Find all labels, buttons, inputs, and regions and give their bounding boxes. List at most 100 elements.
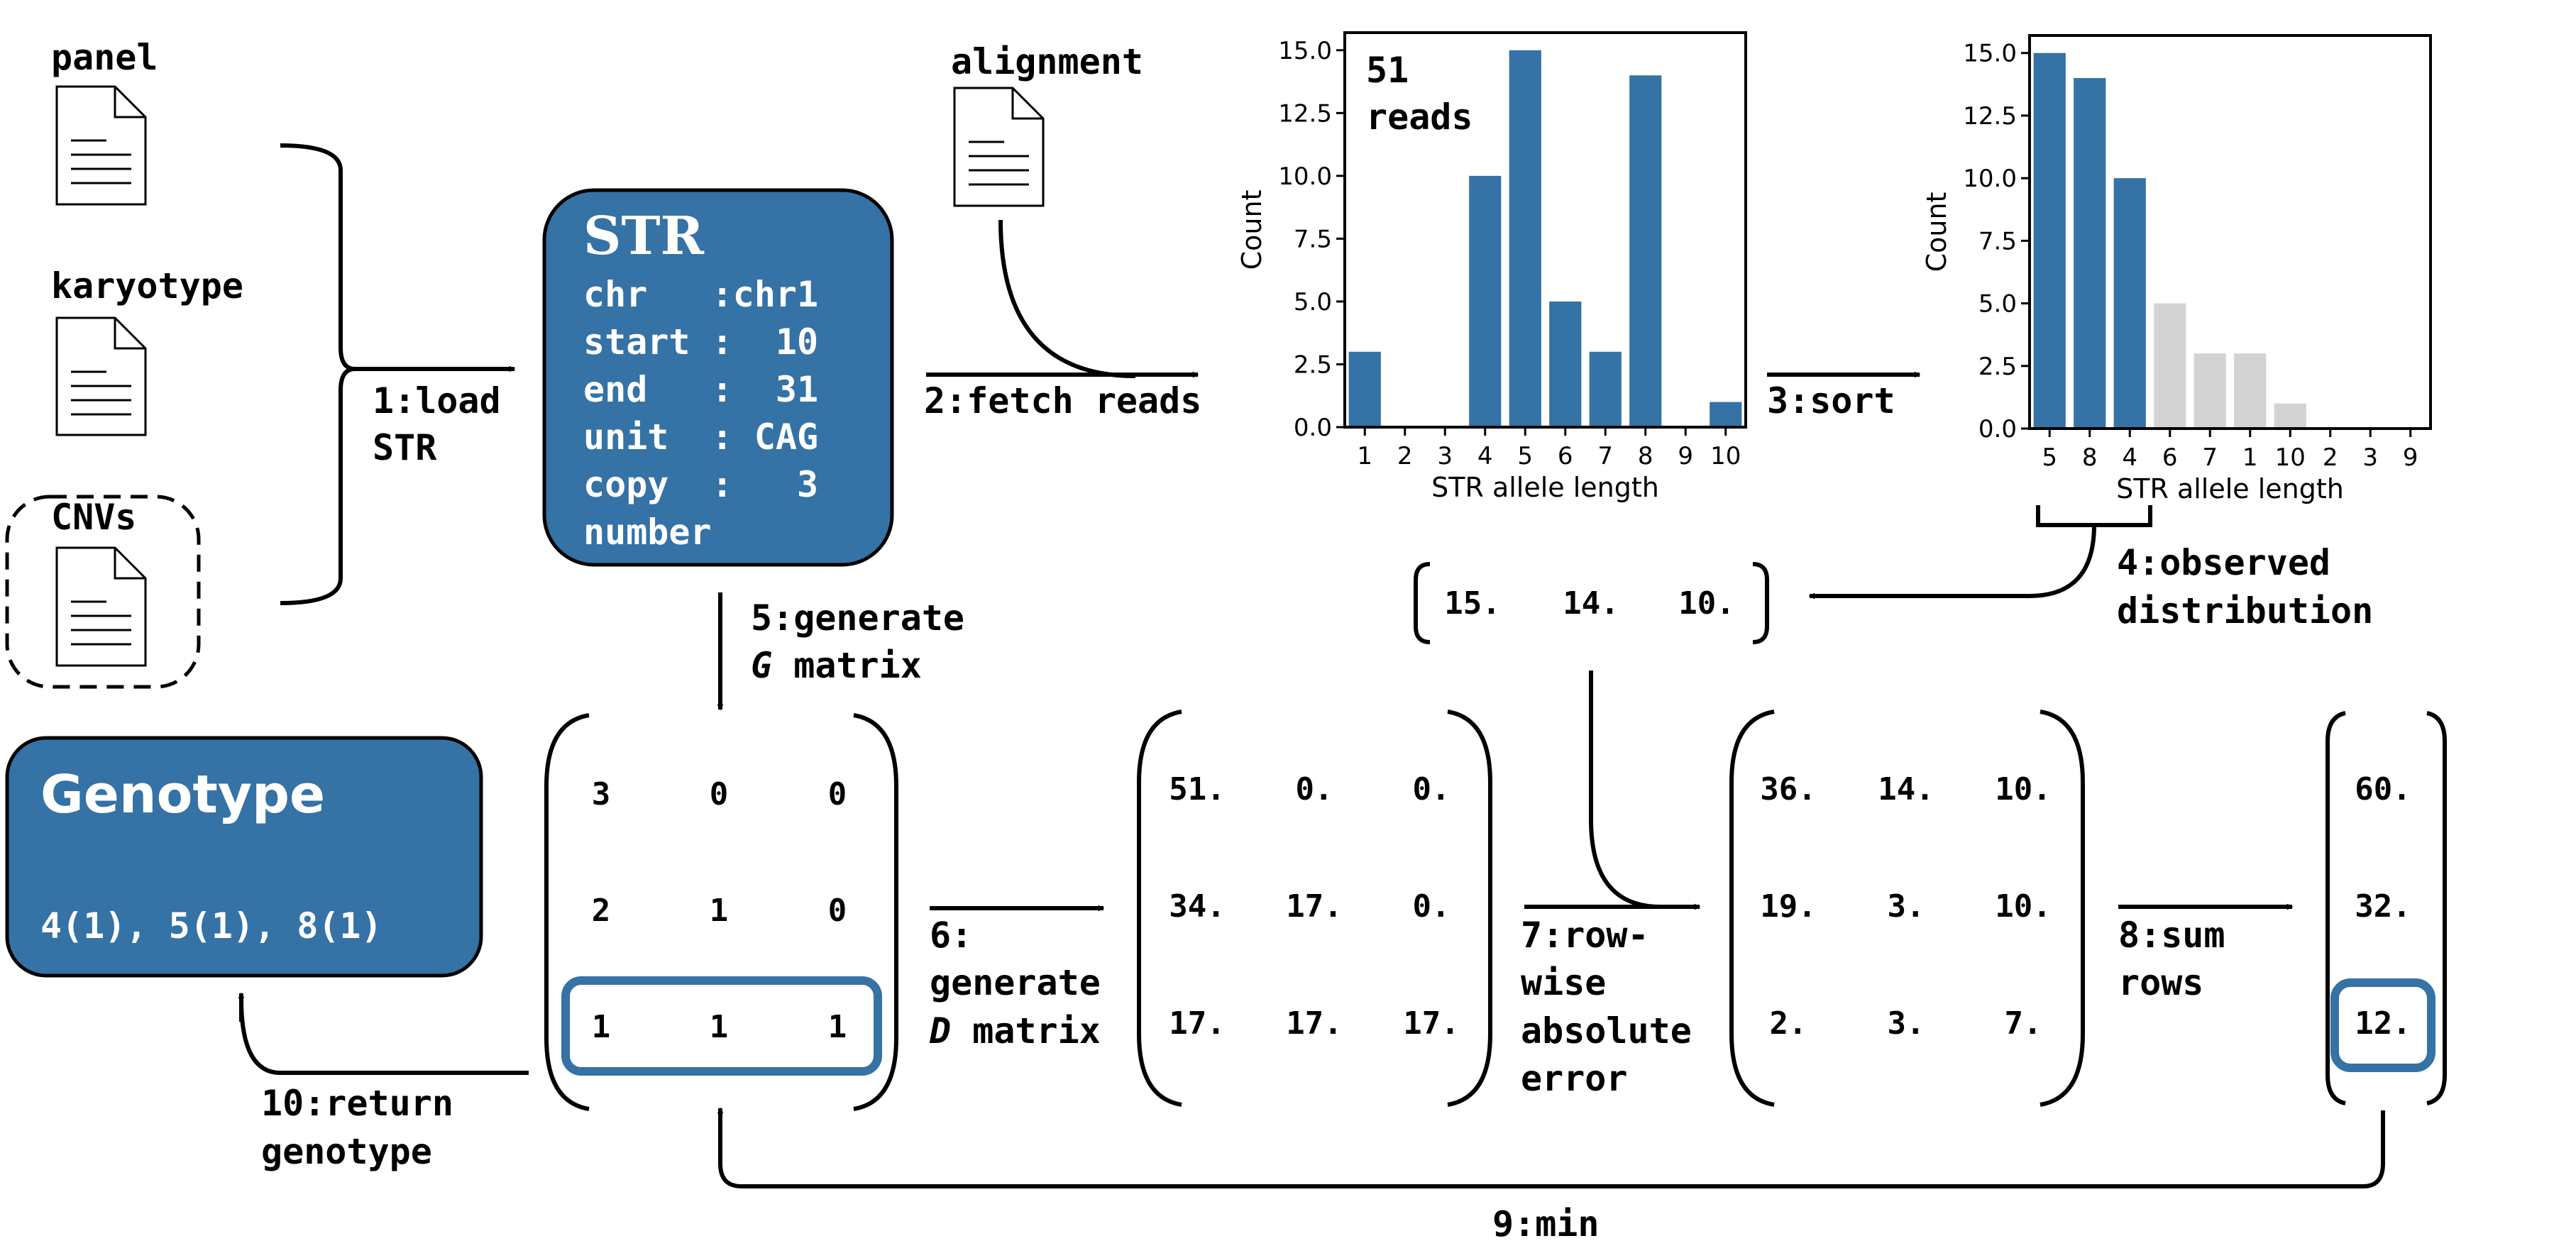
vector-cell: 60. [2355, 771, 2411, 807]
bar [2113, 178, 2146, 429]
matrix-cell: 1 [710, 893, 729, 929]
matrix-cell: 0 [828, 776, 847, 812]
y-tick-label: 0.0 [1978, 415, 2017, 443]
x-tick-label: 1 [2242, 443, 2258, 472]
matrix-cell: 17. [1286, 1005, 1342, 1042]
x-tick-label: 9 [2403, 443, 2418, 472]
cnvs-label: CNVs [51, 497, 136, 538]
vector-cell: 12. [2355, 1005, 2411, 1042]
g_matrix-right-paren [853, 713, 898, 1111]
y-tick-label: 12.5 [1963, 102, 2017, 131]
inputs-brace [280, 143, 356, 605]
step-6-label-2: generate [930, 962, 1101, 1003]
panel-input: panel [51, 37, 158, 206]
alignment-file-icon [953, 87, 1045, 207]
x-axis-label: STR allele length [1431, 472, 1659, 503]
matrix-cell: 34. [1169, 888, 1225, 925]
sum-vector: 60. 32. 12. [2325, 711, 2447, 1105]
reads-word-annotation: reads [1366, 96, 1473, 138]
error_matrix-left-paren [1729, 710, 1775, 1107]
y-tick-label: 7.5 [1294, 225, 1332, 253]
bar [2274, 403, 2306, 429]
vector-cell: 14. [1563, 585, 1619, 622]
x-tick-label: 5 [2042, 443, 2057, 472]
str-field-row: start : 10 [583, 321, 818, 363]
bar [2154, 303, 2186, 429]
step-1-label-2: STR [373, 427, 437, 468]
error_matrix-right-paren [2040, 710, 2085, 1107]
arrow-min [718, 1110, 2385, 1188]
y-tick-label: 5.0 [1294, 288, 1332, 316]
bar [1589, 351, 1622, 427]
y-tick-label: 12.5 [1278, 99, 1332, 128]
step-1-label: 1:load [373, 380, 501, 421]
step-6-label: 6: [930, 915, 972, 956]
observed-distribution-vector: 15. 14. 10. [1414, 562, 1769, 644]
g_matrix-left-paren [544, 713, 590, 1111]
matrix-cell: 10. [1995, 771, 2051, 807]
step-2-label: 2:fetch reads [924, 380, 1201, 421]
x-tick-label: 2 [2323, 443, 2338, 472]
x-tick-label: 10 [1710, 442, 1741, 470]
matrix-cell: 3. [1888, 1005, 1925, 1042]
x-tick-label: 10 [2275, 443, 2306, 472]
alignment-input: alignment [951, 41, 1143, 207]
y-tick-label: 7.5 [1978, 227, 2017, 255]
step-5-label-2: G matrix [751, 645, 922, 686]
step-7-label: 7:row- [1521, 915, 1649, 956]
d_matrix-right-paren [1447, 710, 1492, 1107]
karyotype-label: karyotype [51, 265, 243, 307]
observed-right-paren [1752, 562, 1769, 644]
matrix-cell: 17. [1169, 1005, 1225, 1042]
y-axis-label: Count [1236, 190, 1267, 270]
x-tick-label: 7 [2202, 443, 2218, 472]
sum-vector-right-paren [2426, 711, 2447, 1105]
str-box-title: STR [583, 206, 705, 267]
x-tick-label: 6 [1558, 442, 1573, 470]
str-field-row: end : 31 [583, 369, 818, 410]
vector-cell: 32. [2355, 888, 2411, 925]
raw-allele-histogram: 1 2 3 4 5 6 7 8 9 10 0.0 2.5 5.0 7.5 10.0 12.5 15.0 STR a… [1236, 31, 1747, 503]
error-matrix: 36. 14. 10. 19. 3. 10. 2. 3. 7. [1729, 710, 2085, 1107]
matrix-cell: 17. [1286, 888, 1342, 925]
matrix-cell: 10. [1995, 888, 2051, 925]
step-7-label-3: absolute [1521, 1010, 1692, 1052]
x-tick-label: 8 [1638, 442, 1653, 470]
x-tick-label: 1 [1357, 442, 1372, 470]
str-field-row: chr :chr1 [583, 274, 818, 315]
bar [1469, 175, 1502, 428]
matrix-cell: 0 [710, 776, 729, 812]
matrix-cell: 2. [1770, 1005, 1807, 1042]
step-8-label-2: rows [2118, 962, 2203, 1003]
genotype-value: 4(1), 5(1), 8(1) [40, 905, 382, 947]
y-tick-label: 2.5 [1978, 353, 2017, 381]
matrix-cell: 17. [1403, 1005, 1459, 1042]
step-5-label: 5:generate [751, 597, 964, 639]
y-axis-label: Count [1921, 192, 1952, 272]
bar [1509, 50, 1541, 428]
matrix-cell: 0. [1296, 771, 1333, 807]
plot-frame [1343, 31, 1747, 429]
step-7-label-4: error [1521, 1058, 1628, 1099]
str-box-fields: chr :chr1 start : 10 end : 31 unit : CAG cop… [583, 274, 818, 553]
y-tick-label: 2.5 [1294, 351, 1332, 379]
panel-label: panel [51, 37, 158, 78]
matrix-cell: 3 [592, 776, 611, 812]
bar [2234, 353, 2267, 429]
step-9-label: 9:min [1492, 1203, 1600, 1245]
x-tick-label: 5 [1517, 442, 1533, 470]
x-tick-label: 9 [1678, 442, 1693, 470]
str-field-row: copy : 3 [583, 464, 818, 505]
x-tick-label: 2 [1397, 442, 1413, 470]
y-tick-label: 0.0 [1294, 414, 1332, 442]
observed-left-paren [1414, 562, 1431, 644]
step-4-label: 4:observed [2117, 542, 2330, 583]
vector-cell: 15. [1444, 585, 1500, 622]
x-tick-label: 3 [1437, 442, 1453, 470]
arrow-observed-to-error [1589, 671, 1661, 909]
x-tick-label: 8 [2082, 443, 2098, 472]
g-matrix-word: matrix [772, 645, 922, 686]
x-axis-label: STR allele length [2116, 473, 2344, 504]
x-tick-label: 4 [1477, 442, 1493, 470]
